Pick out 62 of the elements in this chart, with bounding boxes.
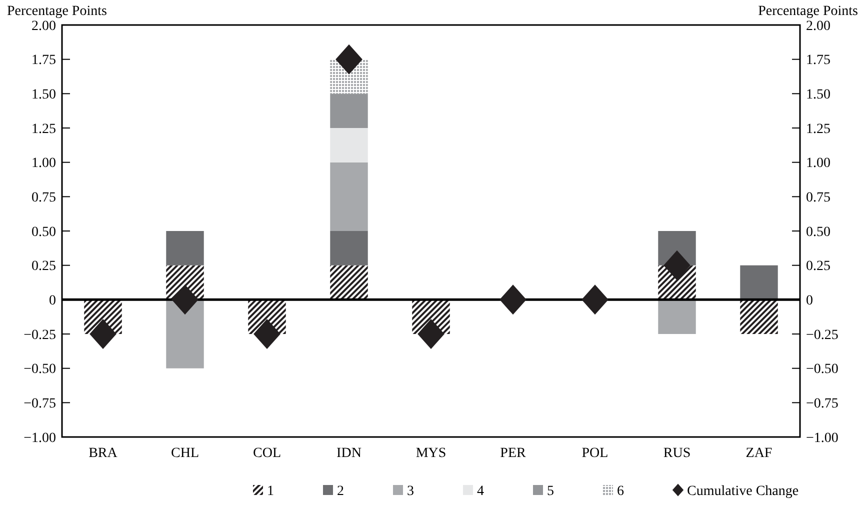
y2-tick-label: 0.25 xyxy=(806,259,830,274)
x-tick-label: RUS xyxy=(663,446,691,461)
x-tick-label: MYS xyxy=(416,446,446,461)
y2-tick-label: 1.75 xyxy=(806,53,830,68)
legend-label: 6 xyxy=(617,484,624,499)
y-tick-label: 0 xyxy=(49,294,56,309)
y-axis-title: Percentage Points xyxy=(7,4,107,19)
x-tick-label: ZAF xyxy=(746,446,772,461)
y-tick-label: 1.00 xyxy=(32,156,56,172)
y2-tick-label: −0.75 xyxy=(806,396,838,412)
point xyxy=(336,44,362,74)
x-tick-label: PER xyxy=(500,446,526,461)
bar xyxy=(330,231,368,266)
y2-tick-label: 1.00 xyxy=(806,156,830,172)
y-tick-label: 0.50 xyxy=(32,224,56,240)
point xyxy=(582,284,608,315)
x-tick-label: IDN xyxy=(336,446,362,461)
bar xyxy=(166,231,204,266)
point xyxy=(418,318,444,350)
bar xyxy=(330,265,368,300)
y-tick-label: 0.25 xyxy=(32,259,56,274)
y2-tick-label: 0 xyxy=(806,294,813,309)
legend-label: Cumulative Change xyxy=(687,484,799,499)
bar xyxy=(330,94,368,128)
y2-tick-label: 0.50 xyxy=(806,224,830,240)
x-tick-label: CHL xyxy=(171,446,199,461)
y-tick-label: 1.75 xyxy=(32,53,56,68)
bar xyxy=(658,300,696,334)
point xyxy=(172,284,198,315)
legend-label: 5 xyxy=(547,484,554,499)
x-tick-label: POL xyxy=(582,446,608,461)
y2-tick-label: 0.75 xyxy=(806,190,830,206)
point xyxy=(254,318,280,350)
y-tick-label: 1.50 xyxy=(32,88,56,103)
x-tick-label: BRA xyxy=(88,446,118,461)
y2-axis-title: Percentage Points xyxy=(758,4,858,19)
y2-tick-label: 2.00 xyxy=(806,18,830,34)
legend-label: 4 xyxy=(477,484,484,499)
bar xyxy=(166,300,204,368)
point xyxy=(500,284,526,315)
y2-tick-label: −0.50 xyxy=(806,362,838,378)
bar xyxy=(740,265,778,300)
bar xyxy=(330,128,368,162)
legend-label: 2 xyxy=(337,484,344,499)
y-tick-label: −0.25 xyxy=(24,328,56,343)
y-tick-label: 0.75 xyxy=(32,190,56,206)
y2-tick-label: 1.25 xyxy=(806,122,830,137)
point xyxy=(664,250,690,280)
y2-tick-label: −0.25 xyxy=(806,328,838,343)
legend-label: 3 xyxy=(407,484,414,499)
y-tick-label: −1.00 xyxy=(24,430,56,446)
bar xyxy=(330,162,368,231)
y-tick-label: 1.25 xyxy=(32,122,56,137)
x-tick-label: COL xyxy=(253,446,281,461)
y2-tick-label: 1.50 xyxy=(806,88,830,103)
bar xyxy=(740,300,778,334)
y2-tick-label: −1.00 xyxy=(806,430,838,446)
point xyxy=(90,318,116,350)
legend-label: 1 xyxy=(267,484,274,499)
y-tick-label: 2.00 xyxy=(32,18,56,34)
y-tick-label: −0.75 xyxy=(24,396,56,412)
y-tick-label: −0.50 xyxy=(24,362,56,378)
